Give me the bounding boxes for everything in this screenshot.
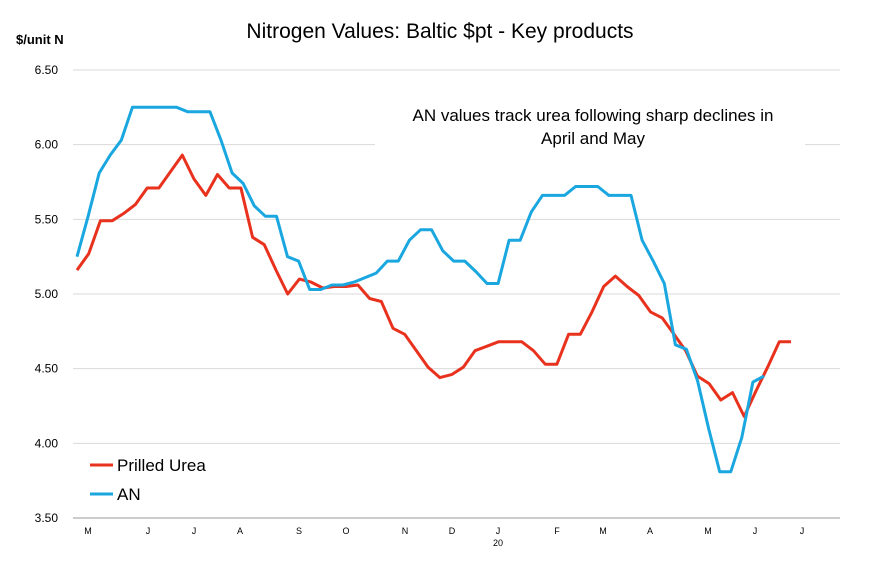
- series-lines: [75, 105, 791, 474]
- y-tick-label: 4.50: [35, 362, 59, 376]
- y-tick-label: 5.00: [35, 287, 59, 301]
- series-line-prilled-urea: [75, 153, 791, 418]
- x-tick-label: A: [647, 526, 653, 536]
- annotation-background: [375, 100, 805, 152]
- chart-title: Nitrogen Values: Baltic $pt - Key produc…: [246, 20, 633, 43]
- y-axis-label: $/unit N: [16, 32, 64, 47]
- x-year-label: 20: [493, 538, 503, 548]
- y-tick-label: 4.00: [35, 436, 59, 450]
- x-tick-label: F: [554, 526, 560, 536]
- legend: Prilled Urea AN: [90, 456, 206, 504]
- x-tick-label: S: [296, 526, 302, 536]
- legend-label-an: AN: [117, 485, 141, 504]
- annotation-line-1: AN values track urea following sharp dec…: [413, 106, 774, 125]
- annotation-line-2: April and May: [541, 129, 645, 148]
- x-tick-label: J: [753, 526, 758, 536]
- x-tick-label: O: [342, 526, 349, 536]
- x-tick-label: M: [704, 526, 712, 536]
- x-tick-labels: M J J A S O N D J F M A M J J 20: [84, 526, 804, 548]
- y-tick-label: 3.50: [35, 511, 59, 525]
- x-tick-label: J: [800, 526, 805, 536]
- x-tick-label: D: [449, 526, 456, 536]
- y-tick-label: 6.50: [35, 63, 59, 77]
- series-line-an: [75, 105, 765, 474]
- x-tick-label: M: [84, 526, 92, 536]
- x-tick-label: A: [237, 526, 243, 536]
- y-tick-labels: 3.50 4.00 4.50 5.00 5.50 6.00 6.50: [35, 63, 59, 525]
- x-tick-label: J: [496, 526, 501, 536]
- x-tick-label: M: [599, 526, 607, 536]
- y-tick-label: 6.00: [35, 138, 59, 152]
- legend-label-prilled-urea: Prilled Urea: [117, 456, 206, 475]
- x-tick-label: J: [146, 526, 151, 536]
- x-tick-label: N: [402, 526, 409, 536]
- x-tick-label: J: [192, 526, 197, 536]
- y-tick-label: 5.50: [35, 212, 59, 226]
